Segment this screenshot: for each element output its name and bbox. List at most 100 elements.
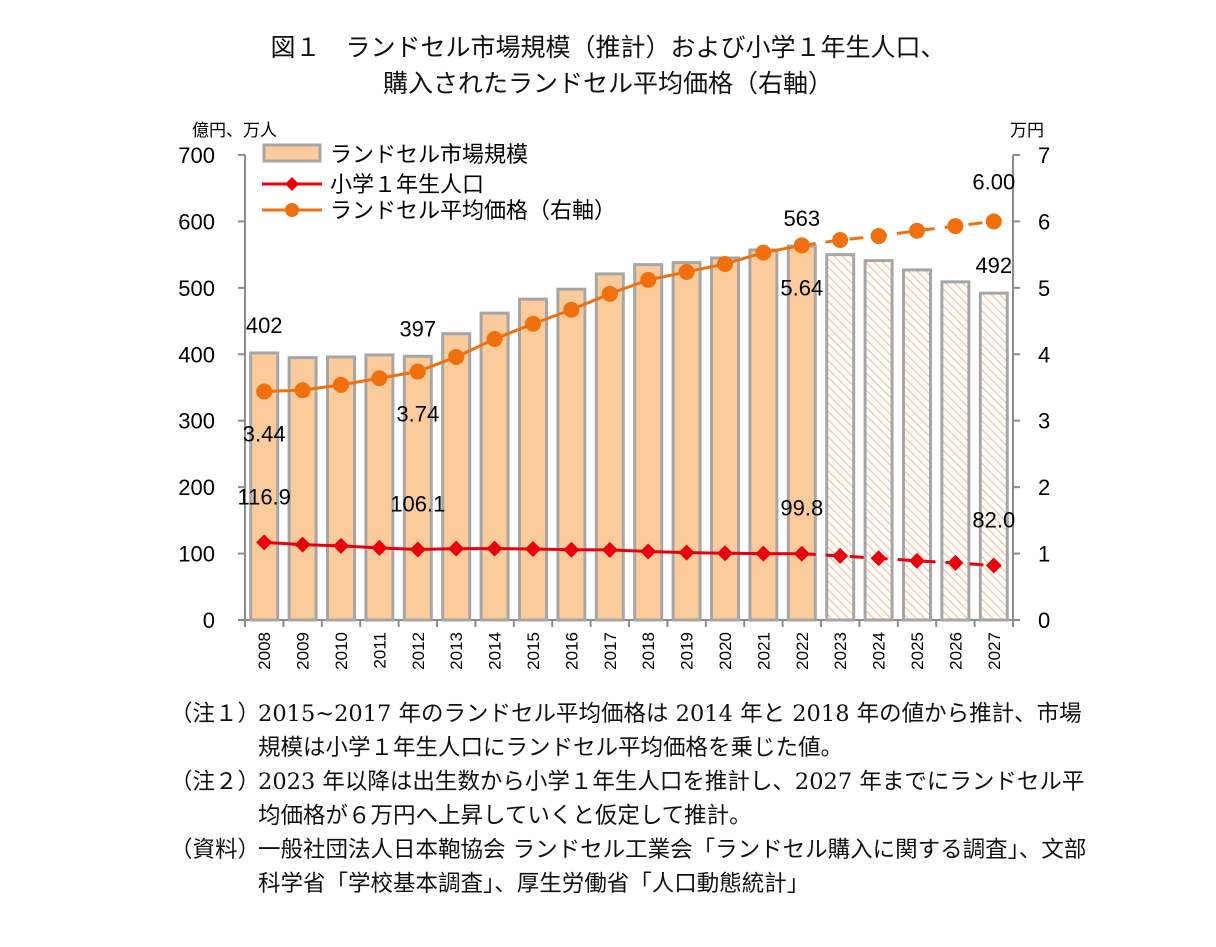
data-label: 402 [246,313,283,338]
right-tick-label: 5 [1038,276,1050,301]
legend-label: ランドセル市場規模 [330,143,528,168]
note-label: （注２） [170,769,261,795]
point-avg-price [832,232,849,249]
point-avg-price [371,370,388,387]
point-avg-price [563,301,580,318]
x-tick-label: 2012 [409,632,428,670]
data-label: 99.8 [780,496,823,521]
point-avg-price [294,382,311,399]
right-tick-label: 2 [1038,475,1050,500]
bar-market-size [633,263,664,622]
point-avg-price [486,331,503,348]
left-tick-label: 400 [178,342,215,367]
point-avg-price [870,228,887,245]
x-tick-label: 2014 [486,632,505,670]
point-population [793,545,810,562]
data-label: 3.44 [243,421,286,446]
bar-market-size [441,332,472,622]
note-1: （注１） 2015~2017 年のランドセル平均価格は 2014 年と 2018 … [170,697,1088,765]
right-tick-label: 4 [1038,342,1050,367]
point-population [755,545,772,562]
chart: 0 100 200 300 400 500 600 700 0 1 2 3 4 5 6 7 億円、万人 万円 200… [178,121,1050,670]
data-label: 563 [783,206,820,231]
left-tick-label: 200 [178,475,215,500]
legend-marker-population [285,177,299,191]
x-tick-label: 2026 [946,632,965,670]
x-tick-label: 2021 [754,632,773,670]
point-population [563,541,580,558]
bar-market-size [748,248,779,622]
note-label: （注１） [170,701,261,727]
point-avg-price [640,271,657,288]
left-tick-label: 600 [178,209,215,234]
source-note: （資料） 一般社団法人日本鞄協会 ランドセル工業会「ランドセル購入に関する調査」、… [170,833,1088,901]
point-avg-price [256,383,273,400]
x-tick-label: 2009 [294,632,313,670]
data-label: 492 [975,253,1012,278]
notes: （注１） 2015~2017 年のランドセル平均価格は 2014 年と 2018 … [170,697,1088,901]
legend-swatch-market-size [262,143,322,163]
left-axis-unit: 億円、万人 [192,121,277,141]
left-tick-label: 0 [203,608,215,633]
note-text: 2015~2017 年のランドセル平均価格は 2014 年と 2018 年の値か… [258,701,1082,761]
x-tick-label: 2023 [831,632,850,670]
point-population [448,540,465,557]
point-avg-price [947,218,964,235]
data-label: 82.0 [972,508,1015,533]
bar-market-size [364,353,395,622]
bar-market-size [518,297,548,622]
x-tick-label: 2019 [678,632,697,670]
point-avg-price [755,244,772,261]
bar-market-size [326,355,356,622]
data-label: 106.1 [390,492,445,517]
x-tick-label: 2018 [639,632,658,670]
bar-market-size [594,272,625,622]
point-avg-price [448,348,465,365]
data-label: 116.9 [237,484,290,509]
bar-market-size [479,311,510,622]
point-population [333,537,349,554]
bar-market-size [825,253,856,622]
legend-label: 小学１年生人口 [330,173,484,198]
point-population [832,547,849,564]
point-avg-price [678,263,695,280]
bar-market-size [556,287,587,622]
x-tick-label: 2008 [255,632,274,670]
legend-label: ランドセル平均価格（右軸） [330,199,616,224]
point-avg-price [909,222,925,239]
point-avg-price [333,376,349,393]
point-population [601,541,618,558]
right-axis-unit: 万円 [1010,121,1044,141]
point-population [294,536,311,553]
data-label: 3.74 [396,402,439,427]
right-tick-label: 7 [1038,143,1050,168]
point-avg-price [601,285,618,302]
bar-market-size [402,354,433,622]
right-tick-label: 3 [1038,409,1050,434]
point-population [870,550,887,567]
point-population [486,540,503,557]
point-population [256,534,273,551]
x-tick-label: 2013 [447,632,466,670]
point-population [909,552,925,569]
note-text: 2023 年以降は出生数から小学１年生人口を推計し、2027 年までにランドセル… [258,769,1085,829]
point-population [717,545,733,562]
data-label: 6.00 [972,169,1015,194]
point-avg-price [985,213,1002,230]
point-avg-price [717,255,733,272]
x-tick-label: 2011 [370,632,389,669]
point-population [640,543,657,560]
note-text: 一般社団法人日本鞄協会 ランドセル工業会「ランドセル購入に関する調査」、文部科学… [258,837,1087,897]
right-tick-label: 0 [1038,608,1050,633]
chart-title-line2: 購入されたランドセル平均価格（右軸） [382,69,833,98]
bar-market-size [671,261,702,622]
chart-title-line1: 図１ ランドセル市場規模（推計）および小学１年生人口、 [270,33,946,62]
point-population [525,541,541,558]
bar-market-size [710,256,740,622]
point-avg-price [793,237,810,254]
right-tick-label: 1 [1038,542,1050,567]
right-tick-label: 6 [1038,209,1050,234]
point-avg-price [525,315,541,332]
x-tick-label: 2025 [908,632,927,670]
point-population [371,539,388,556]
